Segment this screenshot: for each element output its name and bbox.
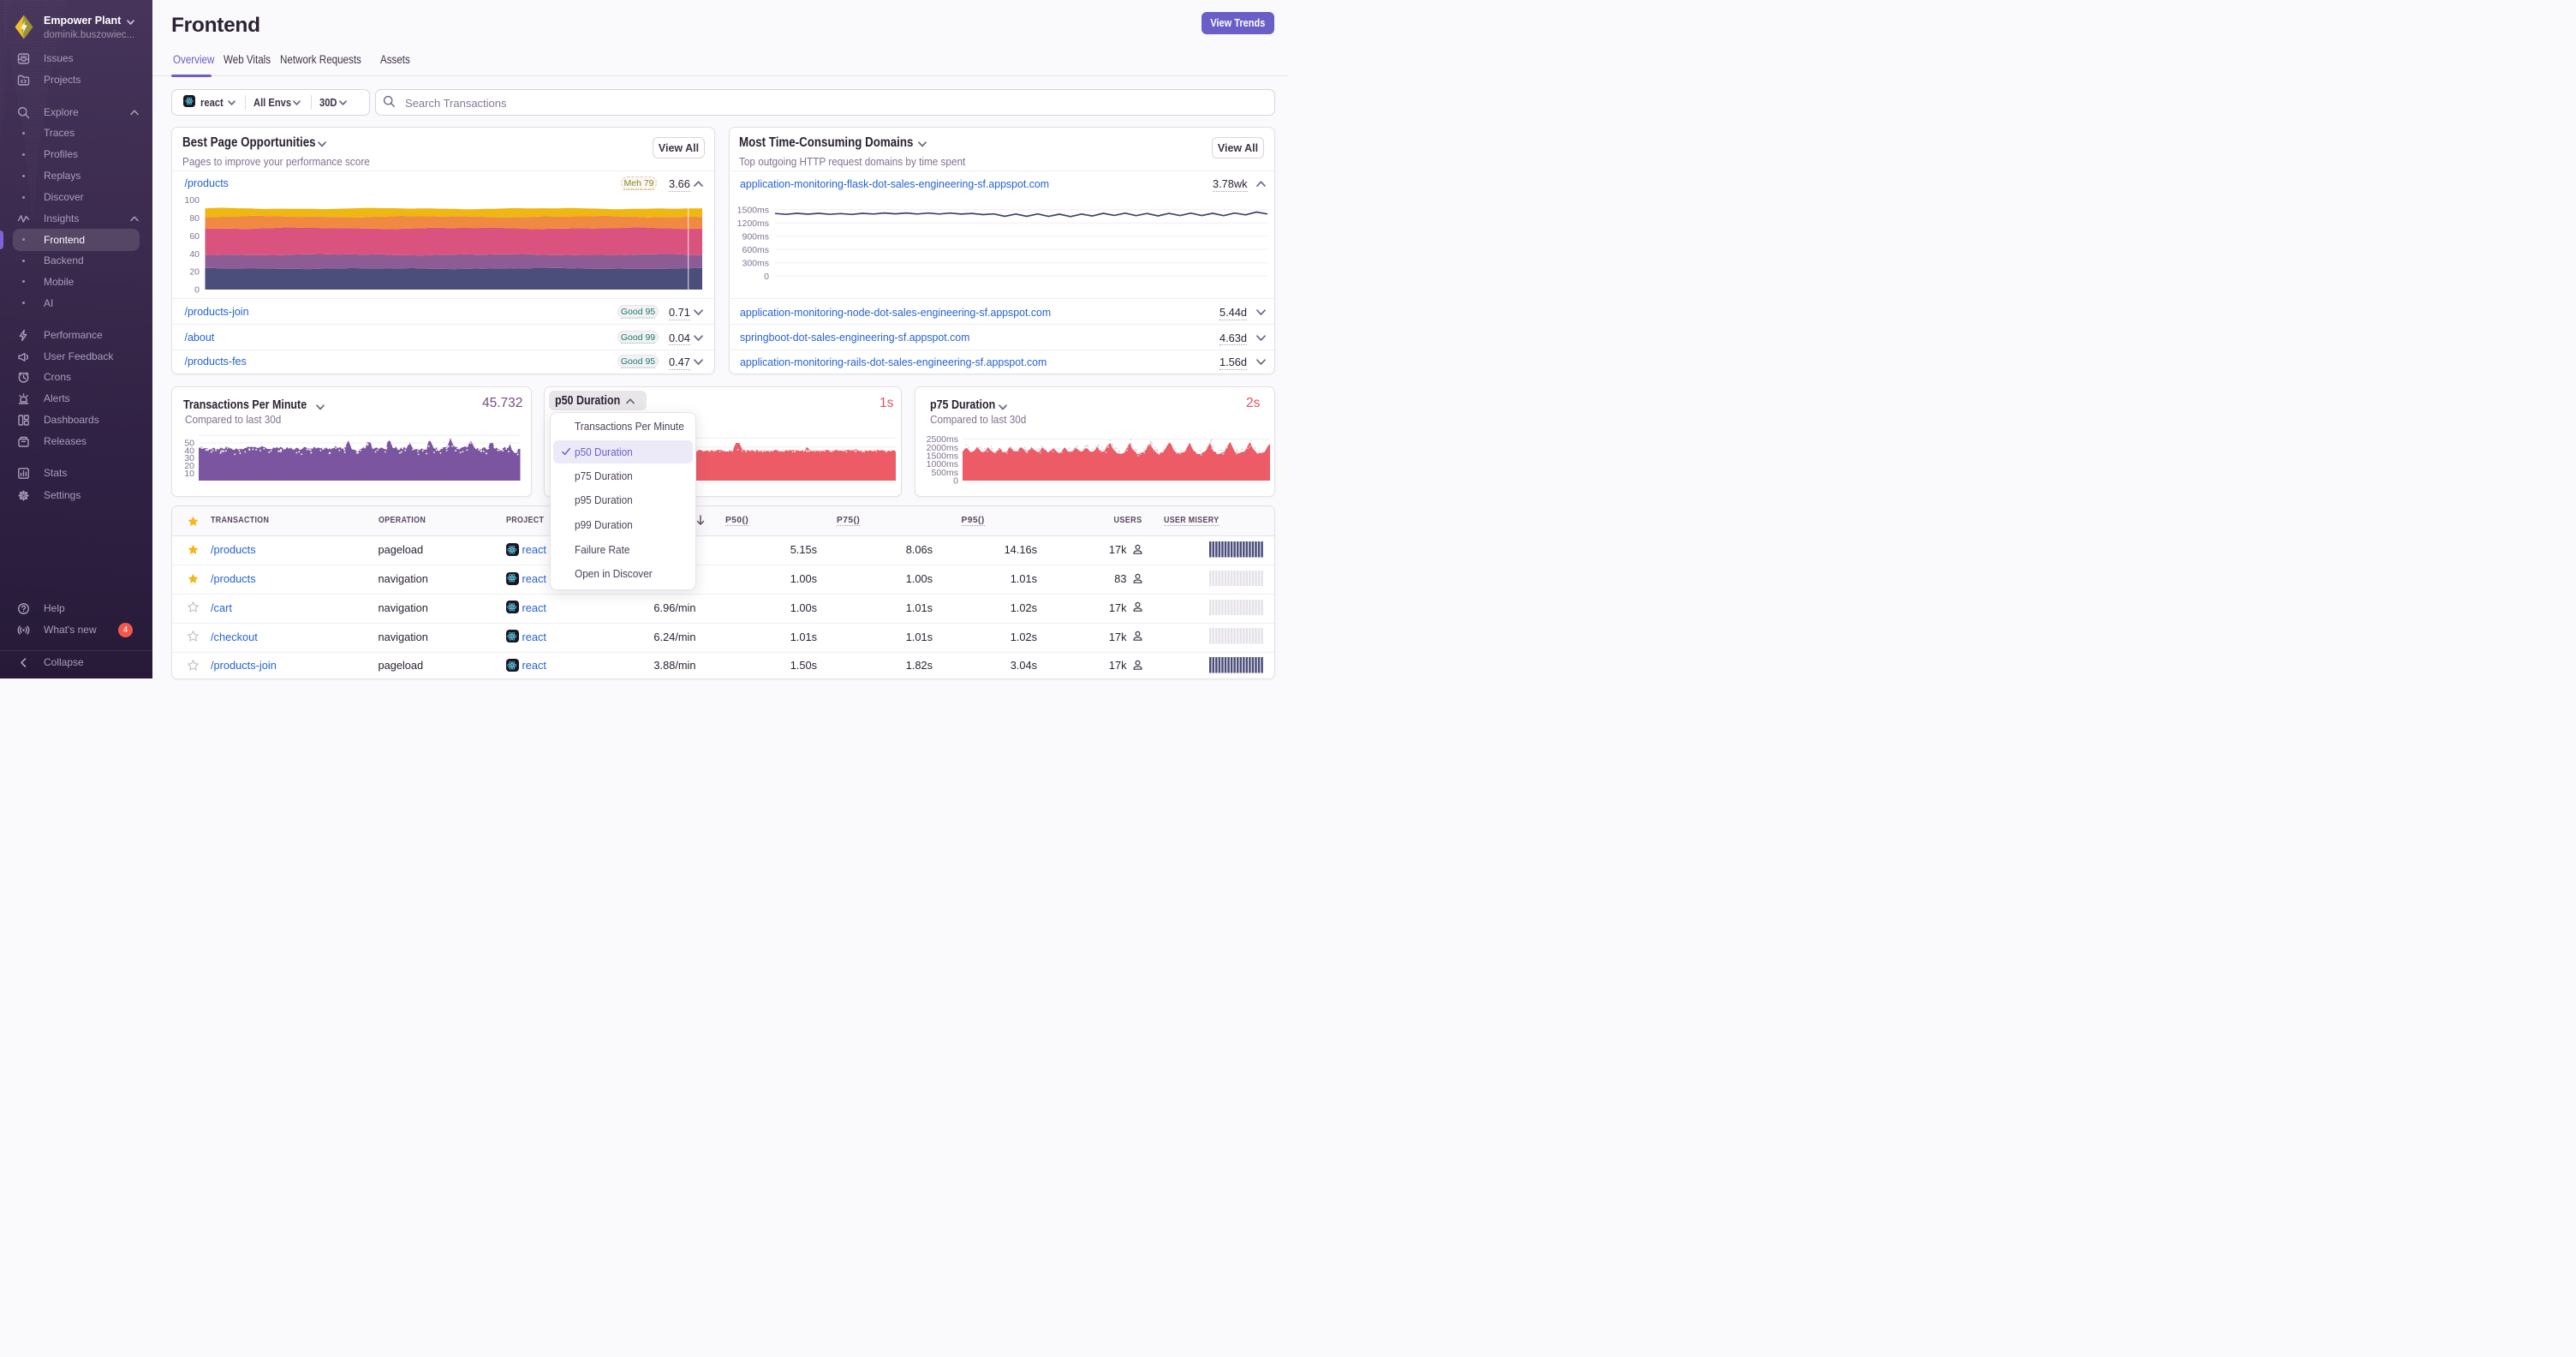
svg-text:1200ms: 1200ms bbox=[737, 218, 769, 229]
svg-text:1500ms: 1500ms bbox=[737, 205, 769, 215]
svg-text:80: 80 bbox=[189, 213, 200, 224]
svg-text:0: 0 bbox=[194, 285, 200, 296]
svg-text:40: 40 bbox=[189, 249, 200, 260]
svg-text:1500ms: 1500ms bbox=[927, 451, 958, 462]
svg-text:20: 20 bbox=[189, 267, 200, 278]
svg-text:300ms: 300ms bbox=[742, 258, 769, 268]
svg-text:10: 10 bbox=[184, 469, 194, 479]
svg-text:30: 30 bbox=[184, 453, 194, 463]
svg-text:2500ms: 2500ms bbox=[927, 434, 958, 445]
svg-text:0: 0 bbox=[953, 476, 958, 487]
svg-text:40: 40 bbox=[184, 445, 194, 456]
svg-text:0: 0 bbox=[764, 272, 769, 282]
svg-text:50: 50 bbox=[184, 439, 194, 449]
svg-text:900ms: 900ms bbox=[742, 231, 769, 242]
svg-text:20: 20 bbox=[184, 461, 194, 471]
svg-text:500ms: 500ms bbox=[931, 468, 958, 478]
svg-text:600ms: 600ms bbox=[742, 245, 769, 255]
svg-text:1000ms: 1000ms bbox=[927, 459, 958, 469]
svg-text:100: 100 bbox=[184, 195, 200, 206]
svg-text:60: 60 bbox=[189, 231, 200, 242]
svg-text:2000ms: 2000ms bbox=[927, 443, 958, 453]
